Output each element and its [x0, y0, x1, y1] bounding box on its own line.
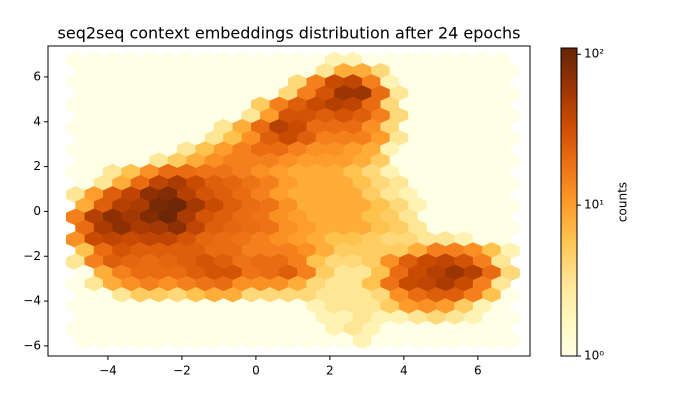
x-tick-label: 6	[474, 364, 482, 378]
y-tick-label: −4	[23, 294, 41, 308]
x-tick-label: −4	[99, 364, 117, 378]
hex-bin	[500, 331, 520, 349]
chart-title: seq2seq context embeddings distribution …	[58, 24, 521, 43]
y-tick-label: 0	[33, 204, 41, 218]
colorbar-label: counts	[616, 182, 630, 222]
y-tick-label: −2	[23, 249, 41, 263]
x-tick-label: 0	[252, 364, 260, 378]
colorbar-frame	[560, 47, 578, 357]
colorbar-tick-label: 10¹	[584, 198, 604, 212]
y-tick-label: 6	[33, 69, 41, 83]
y-tick-label: 2	[33, 159, 41, 173]
y-tick-label: −6	[23, 338, 41, 352]
x-tick-label: 2	[326, 364, 334, 378]
axes-frame	[47, 45, 531, 357]
x-tick-label: −2	[173, 364, 191, 378]
plot-area	[66, 51, 520, 349]
y-tick-label: 4	[33, 114, 41, 128]
colorbar-tick-label: 10⁰	[584, 349, 604, 363]
x-tick-label: 4	[400, 364, 408, 378]
colorbar	[561, 48, 577, 356]
colorbar-tick-label: 10²	[584, 47, 604, 61]
